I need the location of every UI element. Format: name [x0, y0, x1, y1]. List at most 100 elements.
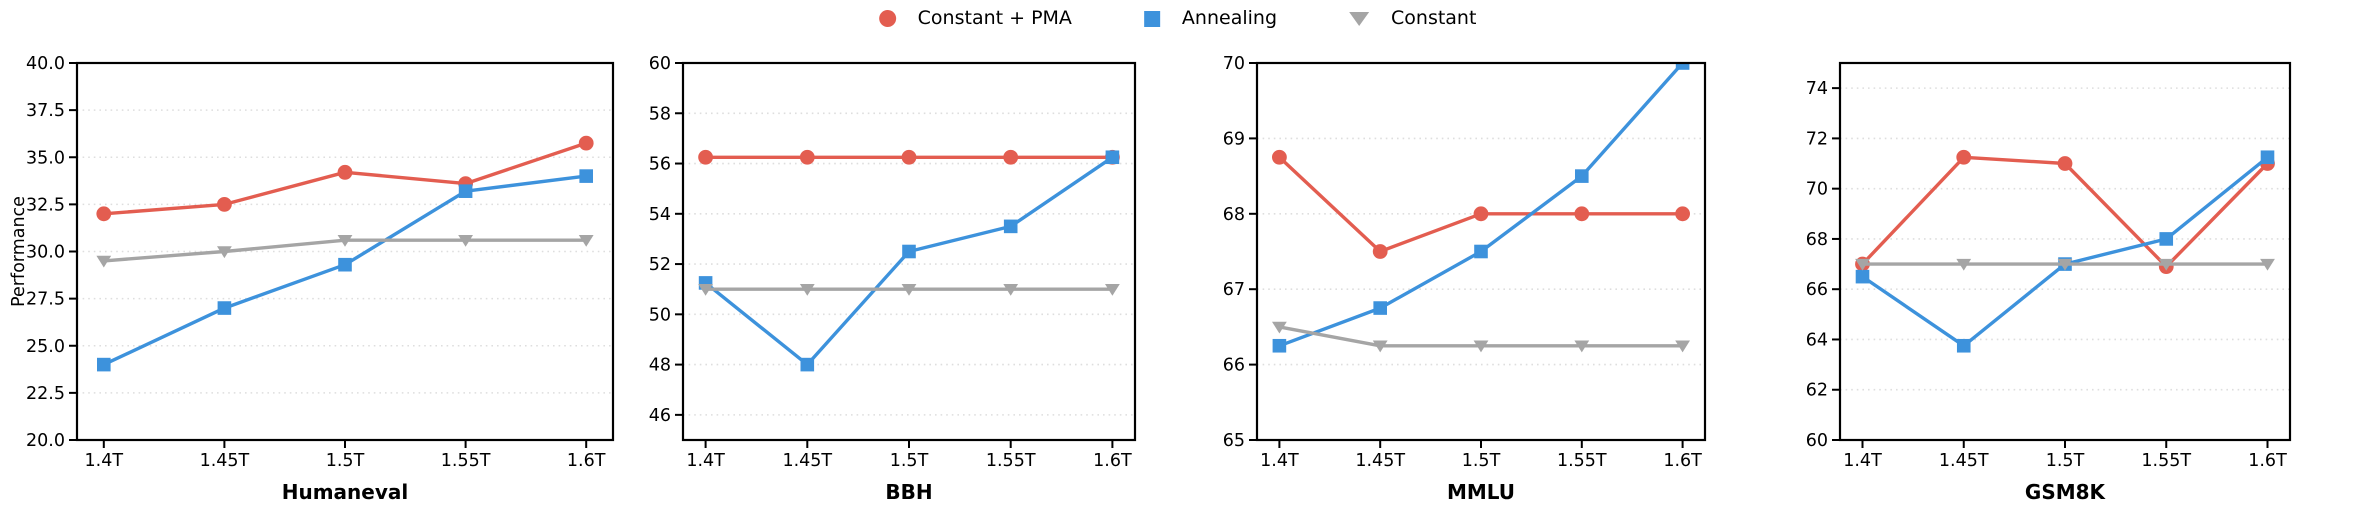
- y-tick-label: 62: [1806, 381, 1828, 401]
- series-line-constant-pma: [1277, 155, 1685, 254]
- marker-constant: [901, 284, 917, 296]
- marker-annealing: [1474, 244, 1488, 259]
- marker-constant: [2158, 258, 2174, 271]
- y-tick-label: 60: [649, 54, 671, 74]
- marker-constant-pma: [1473, 206, 1489, 222]
- legend-item-annealing: Annealing: [1143, 7, 1278, 29]
- marker-annealing: [1272, 338, 1287, 353]
- series-line-annealing: [703, 155, 1115, 367]
- x-tick-label: 1.5T: [890, 451, 929, 471]
- marker-constant-pma: [1675, 206, 1690, 222]
- marker-constant-pma: [337, 164, 353, 180]
- series-line-annealing: [1860, 155, 2270, 348]
- y-tick-label: 65: [1223, 431, 1245, 451]
- y-tick-label: 22.5: [26, 384, 65, 404]
- x-tick-label: 1.4T: [686, 451, 725, 471]
- marker-constant: [217, 246, 232, 259]
- y-tick-label: 27.5: [26, 290, 65, 310]
- x-tick-label: 1.55T: [1557, 451, 1607, 471]
- marker-annealing: [1373, 301, 1387, 315]
- circle-marker-icon: [878, 10, 896, 27]
- x-tick-label: 1.55T: [2141, 451, 2191, 471]
- marker-constant-pma: [96, 206, 112, 222]
- marker-constant-pma: [1574, 206, 1590, 222]
- y-tick-label: 67: [1223, 280, 1245, 300]
- x-tick-label: 1.6T: [1093, 451, 1132, 471]
- x-tick-label: 1.4T: [1260, 451, 1299, 471]
- marker-constant-pma: [578, 135, 594, 151]
- y-tick-label: 52: [649, 255, 671, 275]
- marker-annealing: [217, 301, 232, 315]
- marker-annealing: [1003, 219, 1018, 234]
- marker-constant-pma: [1003, 149, 1019, 165]
- y-tick-label: 48: [649, 356, 671, 376]
- marker-annealing: [1105, 150, 1120, 165]
- y-tick-label: 32.5: [26, 195, 65, 215]
- y-tick-label: 69: [1223, 129, 1245, 149]
- panel-title-gsm8k: GSM8K: [2025, 480, 2107, 504]
- x-tick-label: 1.6T: [567, 451, 606, 471]
- square-marker-icon: [1143, 10, 1160, 27]
- marker-constant: [458, 234, 473, 247]
- marker-annealing: [902, 244, 916, 259]
- plot-border-gsm8k: [1838, 61, 2292, 442]
- marker-constant: [96, 255, 112, 268]
- panel-title-bbh: BBH: [885, 480, 932, 504]
- marker-annealing: [1855, 269, 1870, 284]
- y-tick-label: 25.0: [26, 337, 65, 357]
- marker-annealing: [1956, 338, 1971, 353]
- marker-constant-pma: [1272, 149, 1287, 165]
- marker-constant-pma: [1372, 244, 1388, 259]
- y-axis-label: Performance: [9, 196, 29, 307]
- legend-label: Constant: [1391, 7, 1477, 29]
- x-tick-label: 1.6T: [1663, 451, 1702, 471]
- panel-title-humaneval: Humaneval: [282, 480, 409, 504]
- y-tick-label: 66: [1806, 280, 1828, 300]
- y-tick-label: 70: [1223, 54, 1245, 74]
- y-tick-label: 20.0: [26, 431, 65, 451]
- y-tick-label: 74: [1806, 79, 1828, 99]
- x-tick-label: 1.5T: [1462, 451, 1501, 471]
- y-tick-label: 58: [649, 104, 671, 124]
- marker-constant-pma: [1956, 149, 1972, 165]
- marker-constant: [1855, 258, 1870, 271]
- marker-constant: [1574, 340, 1590, 353]
- x-tick-label: 1.45T: [200, 451, 250, 471]
- marker-constant: [1956, 258, 1972, 271]
- x-tick-label: 1.4T: [85, 451, 124, 471]
- marker-constant-pma: [698, 149, 713, 165]
- plot-border-humaneval: [75, 61, 615, 442]
- marker-constant: [1272, 321, 1287, 334]
- y-tick-label: 68: [1223, 205, 1245, 225]
- marker-constant: [2260, 258, 2275, 271]
- x-tick-label: 1.5T: [326, 451, 365, 471]
- legend-item-constant: Constant: [1349, 9, 1476, 28]
- legend-label: Annealing: [1181, 7, 1278, 29]
- y-tick-label: 35.0: [26, 148, 65, 168]
- x-tick-label: 1.4T: [1843, 451, 1882, 471]
- marker-constant: [1003, 284, 1019, 296]
- y-tick-label: 54: [649, 205, 671, 225]
- marker-constant: [1372, 340, 1388, 353]
- marker-constant-pma: [901, 149, 917, 165]
- y-tick-label: 70: [1806, 180, 1828, 200]
- y-tick-label: 50: [649, 305, 671, 325]
- marker-annealing: [1675, 63, 1690, 70]
- marker-constant: [337, 234, 353, 247]
- x-tick-label: 1.6T: [2248, 451, 2287, 471]
- marker-constant: [578, 234, 594, 247]
- marker-constant-pma: [2057, 156, 2073, 171]
- y-tick-label: 60: [1806, 431, 1828, 451]
- legend-item-constant-pma: Constant + PMA: [878, 9, 1072, 28]
- legend: Constant + PMA Annealing Constant: [878, 7, 1476, 29]
- y-tick-label: 46: [649, 406, 671, 426]
- panel-title-mmlu: MMLU: [1447, 480, 1515, 504]
- y-tick-label: 37.5: [26, 101, 65, 121]
- marker-constant: [1473, 340, 1489, 353]
- x-tick-label: 1.45T: [782, 451, 832, 471]
- series-line-constant-pma: [1860, 155, 2270, 269]
- y-tick-label: 68: [1806, 230, 1828, 250]
- marker-constant: [1105, 284, 1120, 296]
